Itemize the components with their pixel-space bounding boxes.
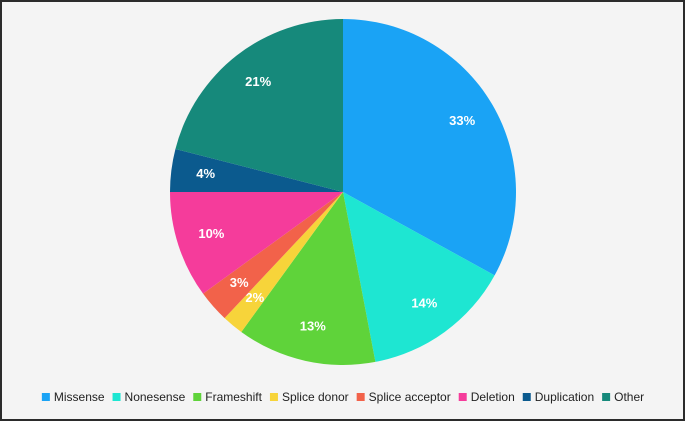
slice-label: 3% xyxy=(230,275,249,290)
legend-swatch xyxy=(112,393,121,401)
slice-label: 14% xyxy=(411,295,437,310)
legend-label: Splice acceptor xyxy=(369,390,451,404)
slice-label: 13% xyxy=(300,319,326,334)
legend-label: Other xyxy=(614,390,644,404)
slice-label: 10% xyxy=(198,226,224,241)
pie-slice xyxy=(241,192,376,365)
slice-label: 2% xyxy=(245,290,264,305)
pie-slice xyxy=(175,19,343,192)
pie-slice xyxy=(203,192,343,319)
legend-label: Splice donor xyxy=(282,390,349,404)
pie-slice xyxy=(343,19,516,276)
pie-slice xyxy=(170,148,343,192)
legend-label: Frameshift xyxy=(205,390,262,404)
pie-slice xyxy=(343,192,495,362)
legend-swatch xyxy=(522,393,531,401)
legend-label: Nonesense xyxy=(125,390,186,404)
legend-swatch xyxy=(269,393,278,401)
legend-swatch xyxy=(602,393,611,401)
pie-slice xyxy=(224,192,343,332)
legend-swatch xyxy=(193,393,202,401)
slice-label: 21% xyxy=(245,74,271,89)
slice-label: 4% xyxy=(196,166,215,181)
pie-slice xyxy=(170,192,343,294)
legend-swatch xyxy=(356,393,365,401)
legend-swatch xyxy=(458,393,467,401)
legend-label: Duplication xyxy=(535,390,594,404)
legend-label: Missense xyxy=(54,390,105,404)
slice-label: 33% xyxy=(449,113,475,128)
legend-swatch xyxy=(41,393,50,401)
legend-label: Deletion xyxy=(471,390,515,404)
